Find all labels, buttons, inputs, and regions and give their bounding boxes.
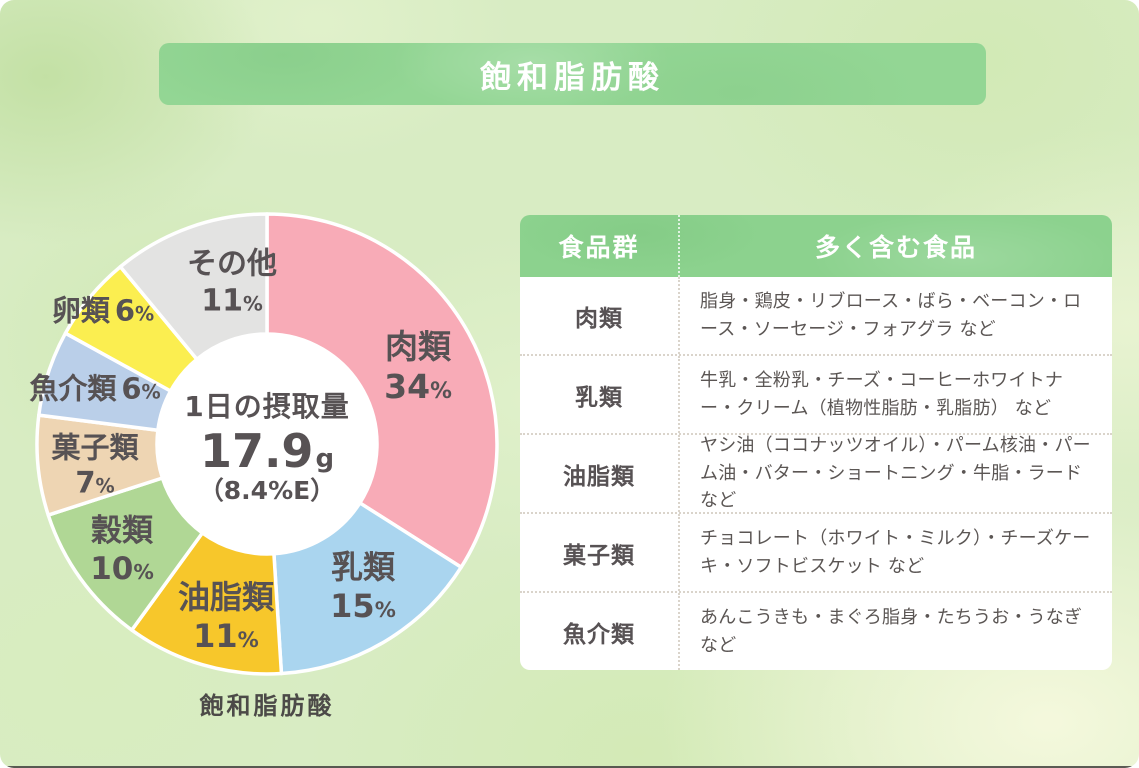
foods-cell: 脂身・鶏皮・リブロース・ばら・ベーコン・ロース・ソーセージ・フォアグラ など bbox=[700, 290, 1082, 340]
page-title: 飽和脂肪酸 bbox=[480, 59, 665, 96]
segment-label-eggs: 卵類 6% bbox=[51, 293, 155, 328]
chart-caption: 飽和脂肪酸 bbox=[199, 692, 335, 720]
segment-label-grains: 穀類 10% bbox=[90, 513, 154, 587]
table-row-fats-oils: 油脂類 ヤシ油（ココナッツオイル）・パーム核油・パーム油・バター・ショートニング・… bbox=[520, 433, 1112, 512]
donut-chart: 肉類 34% 乳類 15% 油脂類 11% 穀類 10% 菓子類 7% 魚介類 6% 卵類 6% その他 11… bbox=[27, 204, 507, 684]
food-group-cell: 油脂類 bbox=[520, 435, 680, 512]
donut-chart-svg bbox=[35, 212, 499, 676]
table-row-dairy: 乳類 牛乳・全粉乳・チーズ・コーヒーホワイトナー・クリーム（植物性脂肪・乳脂肪） … bbox=[520, 354, 1112, 433]
daily-intake-value: 17.9g bbox=[199, 424, 335, 479]
table-row-seafood: 魚介類 あんこうきも・まぐろ脂身・たちうお・うなぎ など bbox=[520, 591, 1112, 670]
donut-center-hole bbox=[156, 333, 378, 555]
segment-label-other: その他 11% bbox=[187, 246, 277, 318]
table-row-sweets: 菓子類 チョコレート（ホワイト・ミルク）・チーズケーキ・ソフトビスケット など bbox=[520, 512, 1112, 591]
segment-label-sweets: 菓子類 7% bbox=[51, 430, 139, 500]
intake-unit: g bbox=[315, 444, 335, 475]
segment-label-meat: 肉類 34% bbox=[384, 326, 452, 406]
segment-label-dairy: 乳類 15% bbox=[330, 547, 396, 625]
foods-cell: ヤシ油（ココナッツオイル）・パーム核油・パーム油・バター・ショートニング・牛脂・… bbox=[700, 434, 1091, 512]
foods-cell: 牛乳・全粉乳・チーズ・コーヒーホワイトナー・クリーム（植物性脂肪・乳脂肪） など bbox=[700, 369, 1064, 419]
daily-intake-label: 1日の摂取量 bbox=[184, 390, 350, 424]
food-table: 食品群 多く含む食品 肉類 脂身・鶏皮・リブロース・ばら・ベーコン・ロース・ソーセ… bbox=[520, 215, 1112, 670]
foods-cell: チョコレート（ホワイト・ミルク）・チーズケーキ・ソフトビスケット など bbox=[700, 527, 1091, 577]
food-group-cell: 魚介類 bbox=[520, 593, 680, 670]
food-group-cell: 乳類 bbox=[520, 356, 680, 433]
food-table-body: 肉類 脂身・鶏皮・リブロース・ばら・ベーコン・ロース・ソーセージ・フォアグラ など… bbox=[520, 277, 1112, 670]
segment-label-fats-oils: 油脂類 11% bbox=[177, 577, 275, 655]
food-group-cell: 菓子類 bbox=[520, 514, 680, 591]
food-group-cell: 肉類 bbox=[520, 277, 680, 354]
bottom-edge-line bbox=[0, 766, 1139, 768]
food-table-header: 食品群 多く含む食品 bbox=[520, 215, 1112, 277]
title-banner: 飽和脂肪酸 bbox=[159, 43, 986, 105]
chart-center-text: 1日の摂取量 17.9g （8.4%E） bbox=[137, 385, 397, 503]
segment-label-seafood: 魚介類 6% bbox=[29, 371, 161, 406]
column-header-food-group: 食品群 bbox=[520, 215, 680, 277]
foods-cell: あんこうきも・まぐろ脂身・たちうお・うなぎ など bbox=[700, 606, 1083, 656]
daily-intake-energy-percent: （8.4%E） bbox=[198, 475, 336, 505]
column-header-rich-foods: 多く含む食品 bbox=[814, 233, 977, 262]
table-row-meat: 肉類 脂身・鶏皮・リブロース・ばら・ベーコン・ロース・ソーセージ・フォアグラ など bbox=[520, 277, 1112, 354]
